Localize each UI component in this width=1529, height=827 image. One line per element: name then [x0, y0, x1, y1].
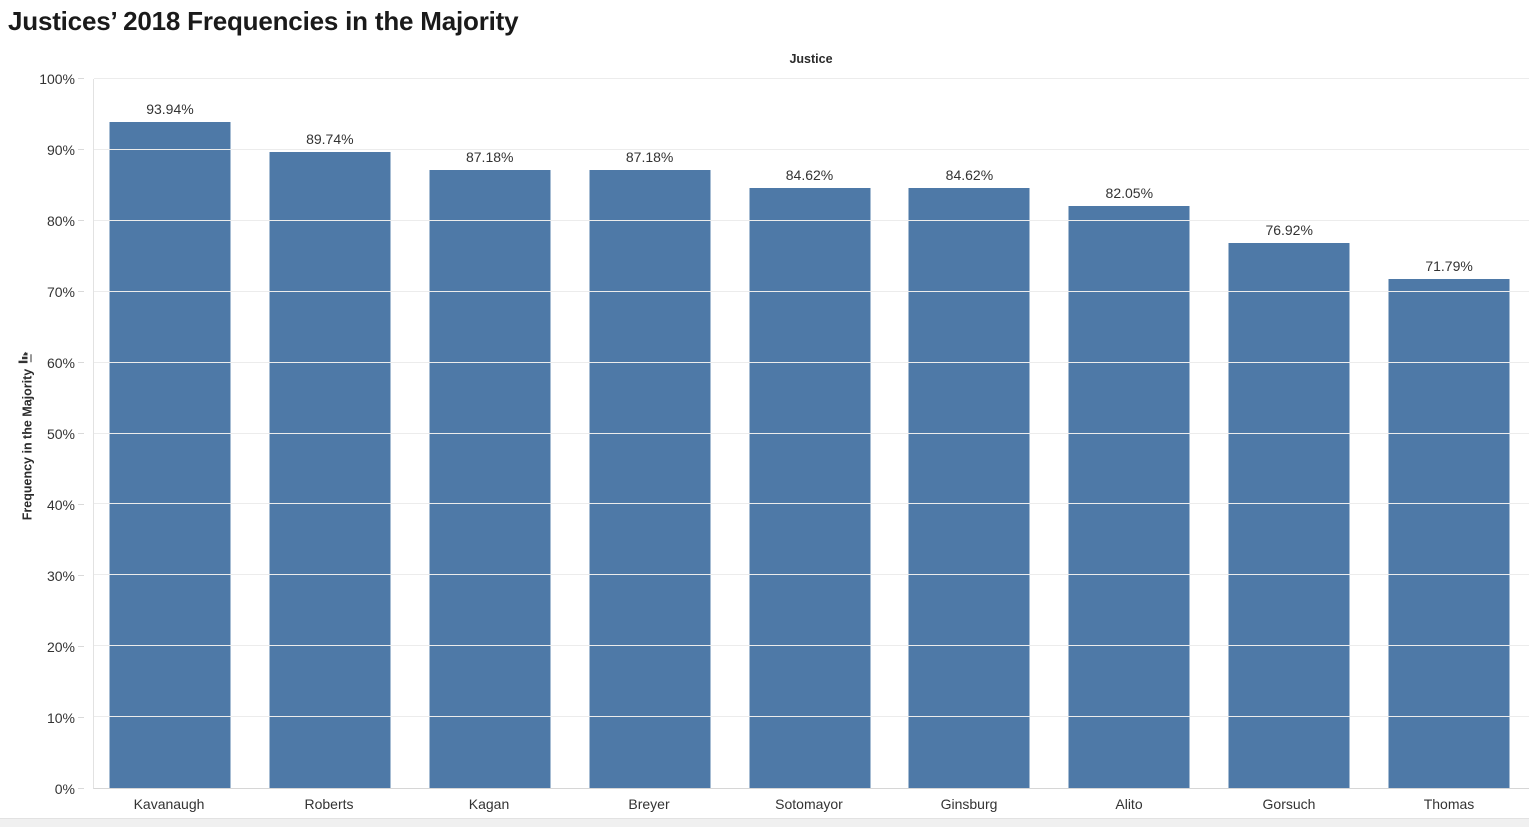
bar-group: 93.94% 89.74% 87.18% 87.18% 84.62% 84.62% 82.0…	[90, 79, 1529, 788]
value-label-breyer: 87.18%	[625, 148, 674, 165]
band-sotomayor: 84.62%	[730, 79, 890, 788]
band-breyer: 87.18%	[570, 79, 730, 788]
x-axis-label-kagan[interactable]: Kagan	[468, 796, 510, 812]
y-axis-label-group: Frequency in the Majority	[18, 348, 37, 520]
y-tick-label-10%: 10%	[46, 710, 75, 726]
y-tick-label-0%: 0%	[54, 781, 75, 797]
x-axis-label-kavanaugh[interactable]: Kavanaugh	[133, 796, 205, 812]
y-tick-label-90%: 90%	[46, 142, 75, 158]
sort-descending-icon[interactable]	[18, 348, 37, 363]
band-kavanaugh: 93.94%	[90, 79, 250, 788]
x-axis-label-ginsburg[interactable]: Ginsburg	[940, 796, 998, 812]
y-tick-label-100%: 100%	[39, 71, 75, 87]
bar-sotomayor[interactable]	[749, 188, 870, 788]
y-tick-mark	[78, 433, 84, 434]
y-tick-mark	[78, 220, 84, 221]
value-label-kavanaugh: 93.94%	[146, 100, 194, 117]
y-tick-label-70%: 70%	[46, 284, 75, 300]
y-tick-mark	[78, 646, 84, 647]
bottom-strip	[0, 818, 1529, 827]
x-axis-label-sotomayor[interactable]: Sotomayor	[775, 796, 843, 812]
y-tick-label-20%: 20%	[46, 639, 75, 655]
y-axis: 0% 10% 20% 30% 40% 50% 60% 70% 80% 90% 100%	[0, 72, 84, 796]
y-tick-mark	[78, 717, 84, 718]
x-axis: Kavanaugh Roberts Kagan Breyer Sotomayor Gins…	[89, 793, 1529, 815]
value-label-kagan: 87.18%	[465, 148, 514, 165]
x-axis-label-gorsuch[interactable]: Gorsuch	[1262, 796, 1316, 812]
value-label-roberts: 89.74%	[306, 130, 354, 147]
x-axis-label-thomas[interactable]: Thomas	[1423, 796, 1475, 812]
bar-roberts[interactable]	[269, 151, 391, 788]
value-label-ginsburg: 84.62%	[945, 167, 994, 184]
y-tick-label-60%: 60%	[46, 355, 75, 371]
band-thomas: 71.79%	[1369, 79, 1529, 788]
y-tick-mark	[78, 575, 84, 576]
band-alito: 82.05%	[1049, 79, 1209, 788]
bar-alito[interactable]	[1068, 206, 1190, 788]
value-label-thomas: 71.79%	[1425, 258, 1473, 275]
column-header-justice: Justice	[789, 52, 833, 66]
x-axis-label-alito[interactable]: Alito	[1115, 796, 1143, 812]
bar-kavanaugh[interactable]	[109, 121, 231, 788]
bar-kagan[interactable]	[429, 169, 551, 788]
chart-title: Justices’ 2018 Frequencies in the Majori…	[8, 6, 519, 36]
band-kagan: 87.18%	[410, 79, 570, 788]
bar-breyer[interactable]	[589, 169, 711, 788]
value-label-sotomayor: 84.62%	[785, 167, 834, 184]
value-label-gorsuch: 76.92%	[1265, 221, 1313, 238]
y-tick-mark	[78, 362, 84, 363]
y-tick-label-30%: 30%	[46, 568, 75, 584]
y-tick-mark	[78, 78, 84, 79]
bar-gorsuch[interactable]	[1228, 242, 1350, 788]
y-tick-mark	[78, 291, 84, 292]
bar-thomas[interactable]	[1388, 279, 1510, 788]
y-tick-mark	[78, 788, 84, 789]
band-roberts: 89.74%	[250, 79, 410, 788]
x-axis-label-roberts[interactable]: Roberts	[304, 796, 354, 812]
band-ginsburg: 84.62%	[889, 79, 1049, 788]
bar-ginsburg[interactable]	[908, 188, 1030, 788]
y-tick-mark	[78, 149, 84, 150]
y-tick-mark	[78, 504, 84, 505]
band-gorsuch: 76.92%	[1209, 79, 1369, 788]
plot-area: 93.94% 89.74% 87.18% 87.18% 84.62% 84.62% 82.0…	[90, 78, 1529, 789]
x-axis-label-breyer[interactable]: Breyer	[628, 796, 670, 812]
y-tick-label-40%: 40%	[46, 497, 75, 513]
y-tick-label-80%: 80%	[46, 213, 75, 229]
value-label-alito: 82.05%	[1105, 185, 1154, 202]
y-tick-label-50%: 50%	[46, 426, 75, 442]
